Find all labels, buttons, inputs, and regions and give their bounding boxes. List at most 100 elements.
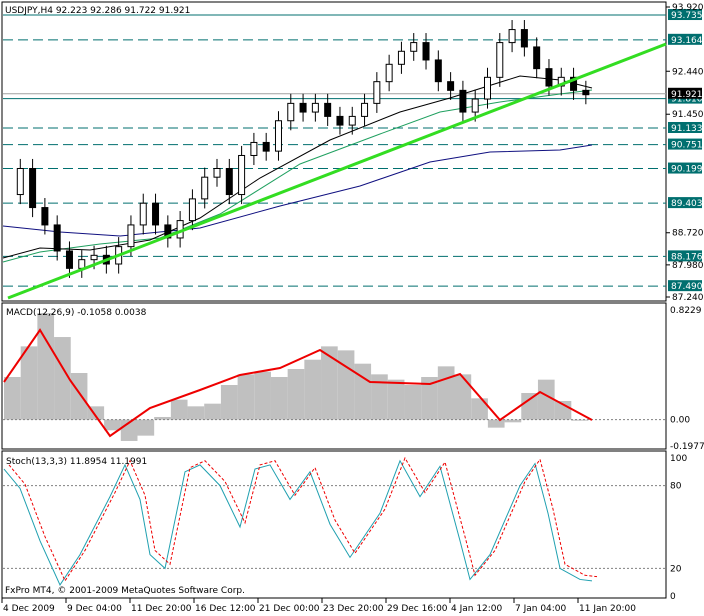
candle-body xyxy=(361,102,369,117)
macd-bar xyxy=(437,366,455,420)
macd-bar xyxy=(237,374,255,420)
candle-body xyxy=(29,167,37,209)
stoch-axis-label: 0 xyxy=(670,592,676,602)
level-tag-box xyxy=(668,9,702,21)
candle-body xyxy=(299,102,307,113)
candle-body xyxy=(65,250,73,269)
macd-bar xyxy=(387,379,405,420)
macd-bar xyxy=(537,379,555,420)
macd-bar xyxy=(70,373,88,420)
stoch-axis-label: 100 xyxy=(670,454,687,464)
macd-bar xyxy=(170,399,188,420)
macd-bar xyxy=(304,359,322,420)
level-tag-label: 93.164 xyxy=(671,36,703,46)
level-tag-box xyxy=(668,121,702,133)
level-tag-box xyxy=(668,280,702,292)
candle-body xyxy=(16,167,24,196)
time-axis-label: 16 Dec 12:00 xyxy=(195,604,256,614)
time-axis-label: 11 Jan 20:00 xyxy=(579,604,636,614)
candle-body xyxy=(213,167,221,178)
macd-signal-line xyxy=(3,328,593,438)
candle-body xyxy=(139,202,147,226)
level-tag-label: 89.403 xyxy=(671,199,703,209)
candle-body xyxy=(471,98,479,113)
candle-body xyxy=(434,59,442,83)
time-axis-label: 7 Jan 04:00 xyxy=(515,604,567,614)
macd-axis-label: 0.8229 xyxy=(670,306,702,316)
candle-body xyxy=(336,115,344,126)
level-tag-label: 91.133 xyxy=(671,124,703,134)
level-tag-label: 90.199 xyxy=(671,165,703,175)
level-tag-label: 90.751 xyxy=(671,141,703,151)
macd-bar xyxy=(337,350,355,420)
price-axis-label: 87.980 xyxy=(672,261,704,271)
macd-bar xyxy=(421,377,438,420)
candlesticks xyxy=(16,20,590,278)
stoch-frame[interactable] xyxy=(1,450,667,599)
macd-bar xyxy=(220,385,238,420)
macd-axis-label: 0.00 xyxy=(670,416,690,426)
copyright-text: FxPro MT4, © 2001-2009 MetaQuotes Softwa… xyxy=(5,586,245,596)
candle-body xyxy=(397,50,405,65)
level-tag-label: 93.735 xyxy=(671,11,703,21)
candle-body xyxy=(373,81,381,104)
macd-bar xyxy=(204,403,221,420)
candle-body xyxy=(250,141,258,156)
stoch-axis-label: 80 xyxy=(670,482,682,492)
candle-body xyxy=(287,102,295,122)
macd-bar xyxy=(371,374,388,420)
macd-bar xyxy=(287,369,305,420)
stoch-signal-line xyxy=(8,456,598,582)
stoch-main-line xyxy=(3,459,593,586)
price-axis-label: 87.240 xyxy=(672,293,704,303)
current-price-tag xyxy=(668,87,702,99)
macd-bar xyxy=(521,393,538,420)
candle-body xyxy=(422,42,430,61)
candle-body xyxy=(127,224,135,248)
fast-ma-line xyxy=(2,75,593,259)
candle-body xyxy=(225,167,233,196)
candle-body xyxy=(53,224,61,252)
level-tag-label: 88.176 xyxy=(671,252,703,262)
stoch-label: Stoch(13,3,3) 11.8954 11.1991 xyxy=(6,457,147,467)
candle-body xyxy=(78,259,86,269)
chart-header: USDJPY,H4 92.223 92.286 91.722 91.921 xyxy=(5,6,190,16)
candle-body xyxy=(582,89,590,96)
macd-bar xyxy=(254,371,271,420)
candle-body xyxy=(311,102,319,113)
macd-bar xyxy=(20,346,38,420)
macd-bar xyxy=(154,416,171,420)
macd-bar xyxy=(354,363,372,420)
macd-bar xyxy=(487,419,505,428)
stoch-axis: 100 80 20 0 xyxy=(670,454,687,602)
macd-bar xyxy=(187,406,205,420)
macd-bar xyxy=(504,419,522,423)
time-axis-label: 9 Dec 04:00 xyxy=(67,604,122,614)
current-price-label: 91.921 xyxy=(671,90,703,100)
time-axis-label: 11 Dec 20:00 xyxy=(131,604,192,614)
macd-bar xyxy=(404,385,422,420)
candle-body xyxy=(324,102,332,117)
macd-bar xyxy=(54,337,71,420)
slow-ma-line xyxy=(2,144,593,237)
candle-body xyxy=(459,89,467,113)
price-axis: 93.920 92.440 91.450 88.720 87.980 87.240 xyxy=(666,3,704,303)
trendline[interactable] xyxy=(7,42,667,300)
macd-bar xyxy=(471,398,488,420)
candle-body xyxy=(520,29,528,48)
candle-body xyxy=(385,63,393,83)
candle-body xyxy=(447,81,455,91)
price-axis-label: 92.440 xyxy=(672,67,704,77)
candle-body xyxy=(348,115,356,126)
candle-body xyxy=(496,42,504,78)
time-axis-label: 4 Dec 2009 xyxy=(3,604,55,614)
macd-bar xyxy=(137,419,155,436)
candle-body xyxy=(570,76,578,91)
candle-body xyxy=(41,207,49,226)
stoch-axis-label: 20 xyxy=(670,564,682,574)
candle-body xyxy=(90,254,98,261)
candle-body xyxy=(410,42,418,52)
candle-body xyxy=(238,154,246,196)
level-tag-box xyxy=(668,33,702,45)
